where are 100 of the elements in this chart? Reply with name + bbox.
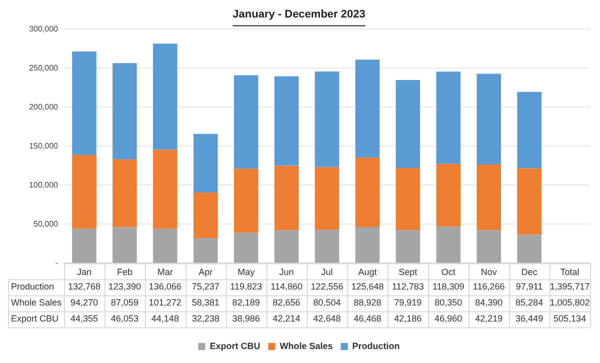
- data-label: 42,214: [272, 314, 300, 324]
- data-label: 44,148: [151, 314, 179, 324]
- bar: [112, 227, 137, 263]
- data-label: 42,186: [394, 314, 422, 324]
- data-label: 42,648: [313, 314, 341, 324]
- data-label: 82,189: [232, 298, 260, 308]
- chart-title: January - December 2023: [232, 8, 366, 21]
- data-label: 125,648: [351, 282, 384, 292]
- x-tick-label: Augt: [358, 267, 378, 278]
- data-label: 32,238: [192, 314, 220, 324]
- data-label: 132,768: [68, 282, 101, 292]
- x-tick-label: Dec: [521, 267, 538, 278]
- text: 1,395,717: [550, 282, 590, 292]
- data-label: 38,986: [232, 314, 260, 324]
- data-label: 123,390: [108, 282, 141, 292]
- text: Production: [11, 282, 54, 292]
- bar: [476, 164, 501, 230]
- x-tick-label: Sept: [398, 267, 418, 278]
- data-label: 36,449: [516, 314, 544, 324]
- data-label: 122,556: [310, 282, 344, 292]
- bar: [396, 80, 420, 168]
- data-label: 97,911: [516, 282, 543, 292]
- data-label: 79,919: [394, 298, 422, 308]
- data-label: 42,219: [475, 314, 503, 324]
- y-tick-label: 300,000: [29, 24, 59, 34]
- bar: [72, 155, 96, 229]
- y-tick-label: 100,000: [29, 180, 59, 190]
- bar: [112, 63, 137, 160]
- bar: [436, 164, 461, 227]
- data-label: 80,350: [434, 298, 462, 308]
- data-label: 58,381: [192, 298, 220, 308]
- x-tick-label: Jan: [76, 267, 92, 278]
- data-label: 94,270: [70, 298, 98, 308]
- data-label: 114,860: [270, 282, 302, 292]
- bar: [193, 192, 218, 238]
- data-label: 112,783: [392, 282, 424, 292]
- bar: [153, 150, 178, 229]
- x-tick-label: Feb: [116, 267, 132, 278]
- x-tick-label: Jul: [321, 267, 333, 278]
- x-tick-label: Oct: [441, 267, 456, 278]
- data-label: 88,928: [354, 298, 382, 308]
- data-label: 101,272: [148, 298, 182, 308]
- bar: [193, 134, 218, 193]
- bar: [436, 226, 461, 263]
- data-label: 136,066: [148, 282, 182, 292]
- y-tick-label: 150,000: [29, 141, 59, 150]
- x-tick-label: Jun: [279, 267, 294, 278]
- data-label: 116,266: [472, 282, 505, 292]
- x-tick-label: Nov: [480, 267, 498, 278]
- bar: [274, 166, 299, 230]
- legend-label: Export CBU: [210, 340, 260, 351]
- text: Export CBU: [11, 314, 59, 324]
- bar: [355, 226, 380, 263]
- x-tick-label: Mar: [157, 267, 173, 278]
- bar: [234, 168, 258, 233]
- text: 1,005,802: [550, 298, 590, 308]
- data-label: 119,823: [230, 282, 262, 292]
- bar: [517, 168, 542, 235]
- data-label: 46,960: [434, 314, 462, 324]
- data-label: 87,059: [110, 298, 138, 308]
- bar: [153, 44, 178, 150]
- bar: [396, 230, 420, 263]
- bar: [517, 92, 542, 168]
- bar: [193, 238, 218, 263]
- bar: [436, 72, 461, 164]
- data-label: 82,656: [272, 298, 300, 308]
- legend-label: Production: [352, 340, 400, 351]
- bar: [355, 158, 380, 227]
- bar: [517, 234, 542, 263]
- bar: [112, 159, 137, 228]
- bar: [314, 72, 340, 168]
- text: Whole Sales: [11, 298, 62, 308]
- data-label: 118,309: [432, 282, 464, 292]
- x-tick-label: May: [238, 267, 256, 278]
- bar: [476, 230, 501, 263]
- text: 505,134: [553, 314, 586, 324]
- data-label: 85,284: [516, 298, 544, 308]
- y-tick-label: 200,000: [29, 102, 59, 112]
- bar: [476, 74, 501, 164]
- bar: [153, 228, 178, 263]
- data-label: 44,355: [70, 314, 98, 324]
- data-label: 80,504: [313, 298, 341, 308]
- bar: [314, 167, 340, 230]
- x-tick-label: Total: [560, 267, 580, 278]
- bar: [314, 230, 340, 263]
- x-tick-label: Apr: [198, 267, 213, 278]
- y-tick-label: -: [55, 258, 58, 268]
- y-tick-label: 250,000: [29, 63, 59, 72]
- bar: [274, 230, 299, 263]
- bar: [72, 52, 96, 156]
- data-label: 84,390: [475, 298, 503, 308]
- data-label: 46,053: [110, 314, 138, 324]
- data-label: 46,468: [354, 314, 382, 324]
- bar: [274, 76, 299, 166]
- bar: [396, 168, 420, 230]
- data-label: 75,237: [192, 282, 220, 292]
- legend-label: Whole Sales: [280, 340, 333, 351]
- bar: [234, 75, 258, 169]
- bar: [72, 228, 96, 263]
- y-tick-label: 50,000: [34, 219, 59, 228]
